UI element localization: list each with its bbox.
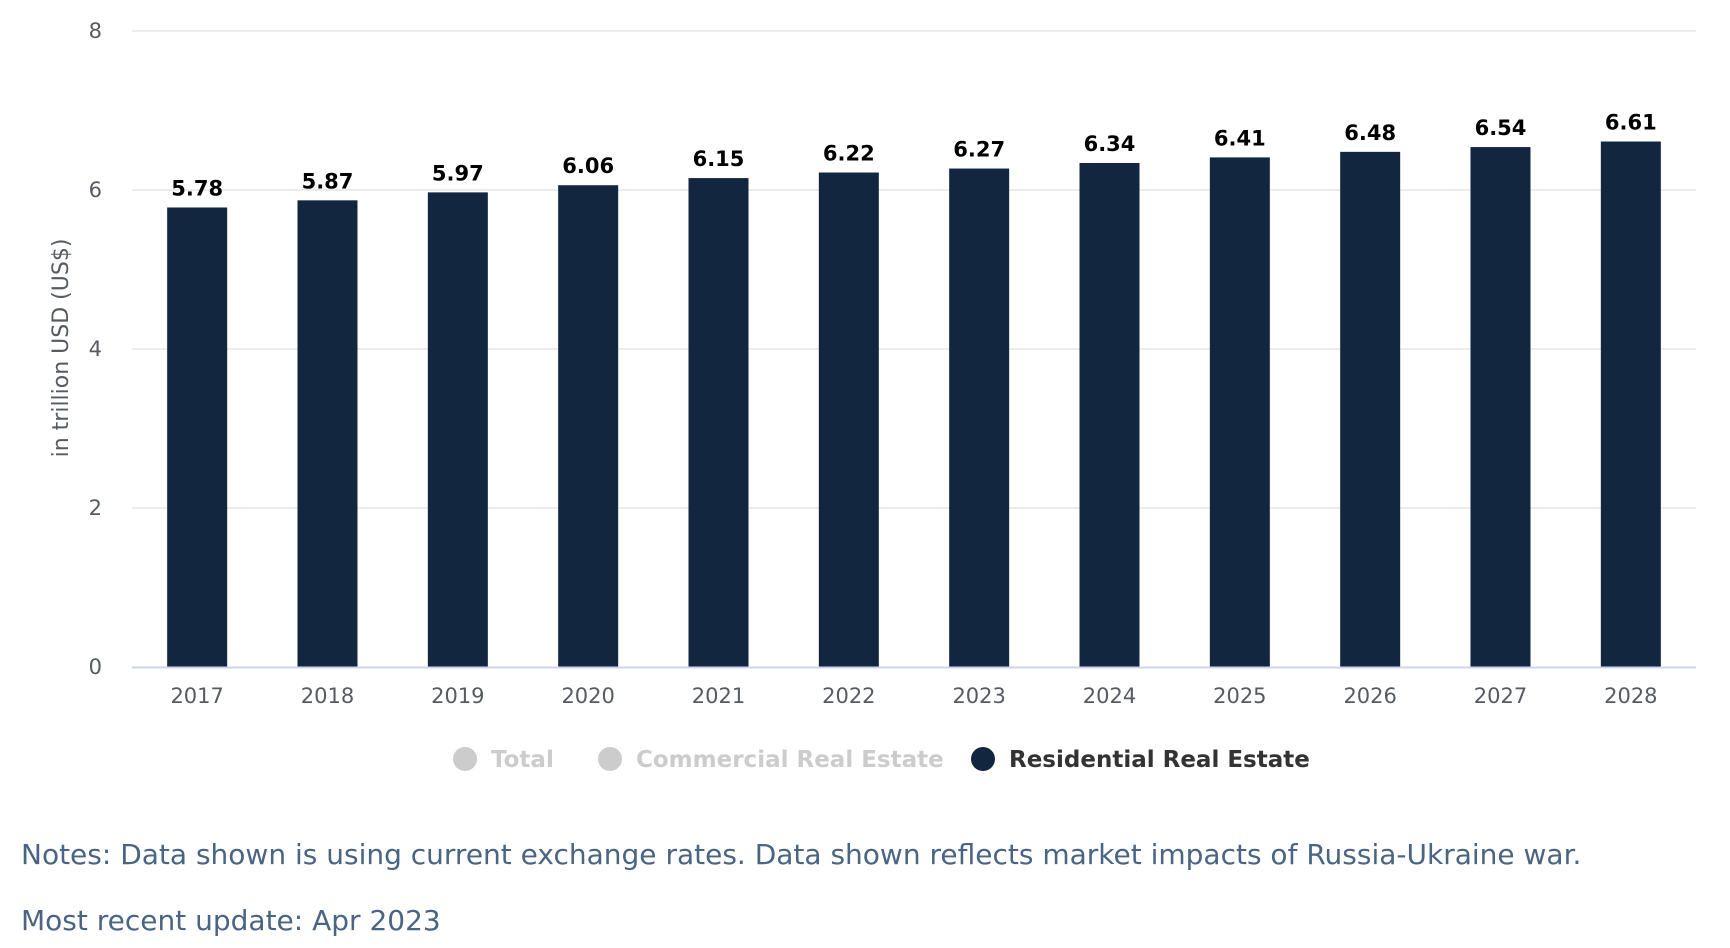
legend-label: Commercial Real Estate bbox=[636, 747, 944, 773]
y-axis: 0 2 4 6 8 bbox=[89, 19, 102, 679]
data-label-2022: 6.22 bbox=[823, 142, 875, 166]
bar-2025[interactable] bbox=[1209, 157, 1270, 667]
x-tick-label: 2024 bbox=[1083, 684, 1136, 708]
x-tick-label: 2025 bbox=[1213, 684, 1266, 708]
legend-marker-icon bbox=[971, 747, 995, 771]
bar-2027[interactable] bbox=[1470, 147, 1531, 667]
y-tick-label: 6 bbox=[89, 178, 102, 202]
x-tick-label: 2028 bbox=[1604, 684, 1657, 708]
data-labels: 5.78 5.87 5.97 6.06 6.15 6.22 6.27 6.34 6.41 6.48… bbox=[171, 111, 1656, 201]
y-tick-label: 2 bbox=[89, 496, 102, 520]
bar-2021[interactable] bbox=[688, 178, 749, 667]
notes-text: Notes: Data shown is using current excha… bbox=[21, 838, 1582, 871]
y-tick-label: 0 bbox=[89, 655, 102, 679]
data-label-2023: 6.27 bbox=[953, 138, 1005, 162]
bar-2020[interactable] bbox=[558, 185, 619, 668]
legend-label: Residential Real Estate bbox=[1009, 747, 1310, 773]
x-tick-label: 2017 bbox=[170, 684, 223, 708]
legend-item-2[interactable]: Residential Real Estate bbox=[971, 747, 1310, 773]
bar-chart: 5.78 5.87 5.97 6.06 6.15 6.22 6.27 6.34 6.41 6.48… bbox=[49, 19, 1696, 773]
data-label-2017: 5.78 bbox=[171, 176, 223, 200]
data-label-2027: 6.54 bbox=[1475, 116, 1527, 140]
bar-2022[interactable] bbox=[818, 172, 879, 667]
y-tick-label: 4 bbox=[89, 337, 102, 361]
data-label-2025: 6.41 bbox=[1214, 126, 1266, 150]
y-tick-label: 8 bbox=[89, 19, 102, 43]
data-label-2021: 6.15 bbox=[693, 147, 745, 171]
legend-item-1[interactable]: Commercial Real Estate bbox=[598, 747, 944, 773]
legend-label: Total bbox=[491, 747, 554, 773]
legend-marker-icon bbox=[598, 747, 622, 771]
bar-2018[interactable] bbox=[297, 200, 358, 667]
y-axis-title: in trillion USD (US$) bbox=[49, 239, 74, 458]
data-label-2024: 6.34 bbox=[1084, 132, 1136, 156]
x-tick-label: 2022 bbox=[822, 684, 875, 708]
data-label-2026: 6.48 bbox=[1344, 121, 1396, 145]
bar-2019[interactable] bbox=[427, 192, 488, 667]
x-tick-label: 2019 bbox=[431, 684, 484, 708]
bar-2017[interactable] bbox=[167, 207, 228, 668]
x-tick-label: 2018 bbox=[301, 684, 354, 708]
x-tick-label: 2026 bbox=[1343, 684, 1396, 708]
legend-marker-icon bbox=[453, 747, 477, 771]
x-tick-label: 2023 bbox=[952, 684, 1005, 708]
x-tick-label: 2027 bbox=[1474, 684, 1527, 708]
x-tick-label: 2021 bbox=[692, 684, 745, 708]
bar-2026[interactable] bbox=[1340, 151, 1401, 668]
x-tick-label: 2020 bbox=[561, 684, 614, 708]
data-label-2019: 5.97 bbox=[432, 161, 484, 185]
bar-2023[interactable] bbox=[949, 168, 1010, 667]
data-label-2028: 6.61 bbox=[1605, 111, 1657, 135]
legend-item-0[interactable]: Total bbox=[453, 747, 554, 773]
bar-2024[interactable] bbox=[1079, 162, 1140, 667]
x-axis: 2017 2018 2019 2020 2021 2022 2023 2024 2025 2026… bbox=[132, 666, 1696, 708]
legend: Total Commercial Real Estate Residential R… bbox=[453, 747, 1310, 773]
data-label-2018: 5.87 bbox=[302, 169, 354, 193]
data-label-2020: 6.06 bbox=[562, 154, 614, 178]
bars bbox=[167, 141, 1661, 668]
bar-2028[interactable] bbox=[1600, 141, 1661, 667]
update-text: Most recent update: Apr 2023 bbox=[21, 904, 441, 937]
gridlines bbox=[132, 30, 1696, 509]
